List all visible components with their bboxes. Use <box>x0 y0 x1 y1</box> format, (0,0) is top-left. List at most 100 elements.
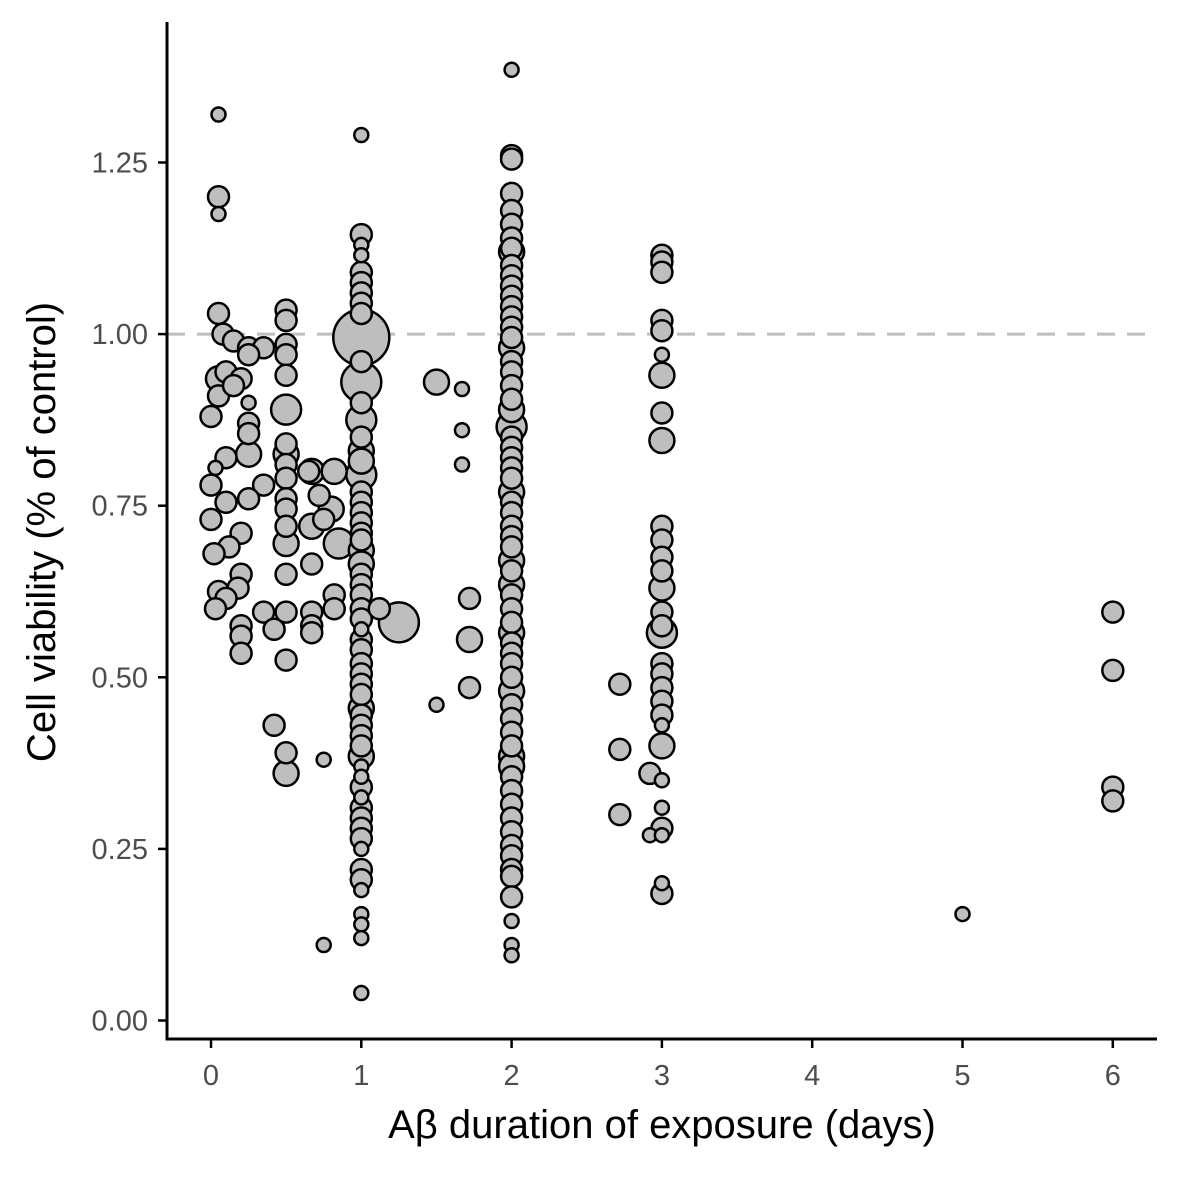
data-point <box>648 732 676 760</box>
data-point <box>236 342 261 367</box>
data-point <box>653 346 671 363</box>
data-point <box>349 425 374 449</box>
x-tick-label: 4 <box>804 1060 820 1092</box>
data-point <box>353 246 370 264</box>
data-point <box>653 826 671 844</box>
data-point <box>214 490 238 515</box>
data-point <box>453 421 471 439</box>
data-point <box>320 457 348 486</box>
data-point <box>269 393 303 426</box>
data-point <box>457 586 482 611</box>
data-point <box>274 741 298 765</box>
data-point <box>199 473 223 497</box>
data-point <box>650 559 674 583</box>
data-point <box>236 487 261 511</box>
x-tick-label: 1 <box>353 1060 369 1092</box>
x-tick-label: 0 <box>203 1060 219 1092</box>
x-tick-label: 6 <box>1105 1060 1121 1092</box>
data-point <box>650 260 674 285</box>
data-point <box>274 562 298 587</box>
data-point <box>1101 600 1125 624</box>
data-point <box>199 507 223 532</box>
data-point <box>499 864 524 889</box>
data-point <box>299 552 324 576</box>
data-point <box>353 840 370 858</box>
data-point <box>349 390 374 415</box>
data-point <box>650 401 674 425</box>
data-point <box>296 459 321 484</box>
x-axis-title: Aβ duration of exposure (days) <box>388 1103 936 1147</box>
data-point <box>262 617 286 642</box>
ticks-layer: 0 1 2 3 4 5 6 0.00 0.25 0.50 0.75 1.00 1.25 <box>92 148 1121 1093</box>
data-point <box>353 881 370 899</box>
data-point <box>499 466 524 490</box>
data-point <box>274 342 298 367</box>
x-tick-label: 3 <box>654 1060 670 1092</box>
data-point <box>240 394 257 411</box>
data-point <box>349 682 374 707</box>
data-point <box>206 301 231 326</box>
data-point <box>954 905 971 923</box>
data-point <box>274 363 298 388</box>
data-point <box>229 641 253 666</box>
data-point <box>353 984 370 1002</box>
data-point <box>428 696 445 714</box>
data-point <box>648 426 676 455</box>
data-point <box>499 734 524 758</box>
data-point <box>653 717 671 734</box>
data-point <box>1101 789 1125 813</box>
data-point <box>274 600 298 624</box>
data-point <box>315 936 332 954</box>
data-point <box>499 147 524 171</box>
data-point <box>650 318 674 343</box>
data-point <box>234 440 263 468</box>
data-point <box>653 799 671 816</box>
data-point <box>202 541 226 566</box>
data-point <box>499 885 524 909</box>
data-point <box>274 432 298 456</box>
data-point <box>203 596 228 621</box>
data-point <box>499 387 524 412</box>
data-point <box>503 912 520 930</box>
data-point <box>499 610 524 635</box>
data-point <box>653 874 671 892</box>
data-point <box>274 466 298 490</box>
data-point <box>315 751 332 768</box>
data-point <box>353 789 370 806</box>
data-point <box>349 528 374 552</box>
data-point <box>210 106 227 123</box>
data-point <box>650 614 674 638</box>
data-point <box>207 459 224 477</box>
data-point <box>274 308 298 333</box>
data-point <box>311 507 336 532</box>
data-point <box>353 621 370 638</box>
data-point <box>353 126 370 144</box>
data-point <box>499 535 524 559</box>
data-point <box>262 713 286 738</box>
data-point <box>199 404 223 429</box>
x-tick-label: 2 <box>504 1060 520 1092</box>
data-point <box>221 373 246 398</box>
data-point <box>453 380 471 398</box>
data-point <box>353 768 370 786</box>
data-point <box>608 672 632 696</box>
y-tick-label: 0.00 <box>92 1006 148 1038</box>
data-point <box>648 361 676 390</box>
data-point <box>210 205 227 223</box>
data-point <box>347 447 376 475</box>
data-point <box>503 61 520 79</box>
y-tick-label: 0.50 <box>92 662 148 694</box>
data-point <box>499 559 524 583</box>
data-point <box>455 625 484 654</box>
x-tick-label: 5 <box>954 1060 970 1092</box>
data-point <box>349 734 374 758</box>
y-tick-label: 0.75 <box>92 491 148 523</box>
data-point <box>272 759 300 788</box>
data-point <box>499 665 524 690</box>
data-point <box>251 600 276 624</box>
data-point <box>457 675 482 700</box>
data-point <box>349 301 374 326</box>
data-point <box>367 596 392 621</box>
data-point <box>206 185 231 209</box>
